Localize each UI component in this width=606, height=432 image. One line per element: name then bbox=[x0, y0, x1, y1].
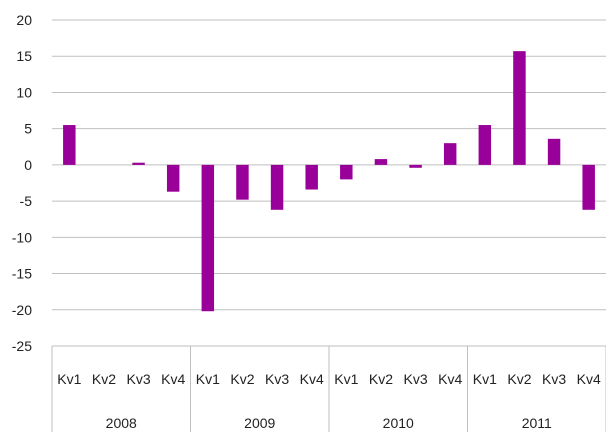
bars bbox=[63, 51, 595, 312]
x-category-label: Kv1 bbox=[57, 371, 81, 387]
y-tick-label: 10 bbox=[16, 84, 32, 100]
bar bbox=[305, 164, 318, 190]
y-tick-label: 0 bbox=[24, 157, 32, 173]
x-axis-category-labels: Kv1 Kv2 Kv3 Kv4 Kv1 Kv2 Kv3 Kv4 Kv1 Kv2 Kv3 Kv4 Kv1 K… bbox=[57, 371, 601, 387]
bar bbox=[236, 164, 249, 200]
x-group-label: 2008 bbox=[106, 415, 137, 431]
y-tick-label: 15 bbox=[16, 48, 32, 64]
x-category-label: Kv4 bbox=[438, 371, 462, 387]
bar bbox=[478, 125, 492, 165]
y-tick-label: -5 bbox=[20, 193, 33, 209]
x-category-label: Kv4 bbox=[577, 371, 601, 387]
x-category-label: Kv3 bbox=[127, 371, 151, 387]
bar bbox=[409, 164, 422, 168]
x-category-label: Kv1 bbox=[473, 371, 497, 387]
bar bbox=[201, 164, 215, 312]
bar bbox=[340, 164, 353, 180]
x-group-label: 2009 bbox=[244, 415, 275, 431]
x-category-label: Kv2 bbox=[230, 371, 254, 387]
x-group-label: 2010 bbox=[383, 415, 414, 431]
bar bbox=[63, 125, 76, 165]
y-axis-tick-labels: -25 -20 -15 -10 -5 0 5 10 15 20 bbox=[12, 12, 32, 354]
y-tick-label: -25 bbox=[12, 338, 32, 354]
x-category-label: Kv2 bbox=[369, 371, 393, 387]
bar bbox=[582, 164, 595, 210]
x-category-label: Kv2 bbox=[92, 371, 116, 387]
x-category-label: Kv1 bbox=[334, 371, 358, 387]
x-category-label: Kv3 bbox=[542, 371, 566, 387]
x-category-label: Kv2 bbox=[507, 371, 531, 387]
bar bbox=[513, 51, 526, 165]
y-tick-label: 5 bbox=[24, 121, 32, 137]
bar bbox=[270, 164, 284, 210]
x-category-label: Kv3 bbox=[404, 371, 428, 387]
y-tick-label: -15 bbox=[12, 266, 32, 282]
x-category-label: Kv3 bbox=[265, 371, 289, 387]
bar bbox=[443, 143, 457, 165]
x-group-label: 2011 bbox=[522, 415, 552, 431]
bar bbox=[547, 138, 561, 165]
x-category-label: Kv4 bbox=[161, 371, 185, 387]
x-axis bbox=[51, 346, 606, 432]
y-tick-label: 20 bbox=[16, 12, 32, 28]
bar bbox=[166, 164, 180, 192]
bar bbox=[374, 159, 388, 165]
bar bbox=[132, 162, 145, 165]
x-category-label: Kv4 bbox=[300, 371, 324, 387]
y-tick-label: -10 bbox=[12, 229, 32, 245]
x-axis-group-labels: 2008 2009 2010 2011 bbox=[106, 415, 552, 431]
x-category-label: Kv1 bbox=[196, 371, 220, 387]
y-tick-label: -20 bbox=[12, 302, 32, 318]
